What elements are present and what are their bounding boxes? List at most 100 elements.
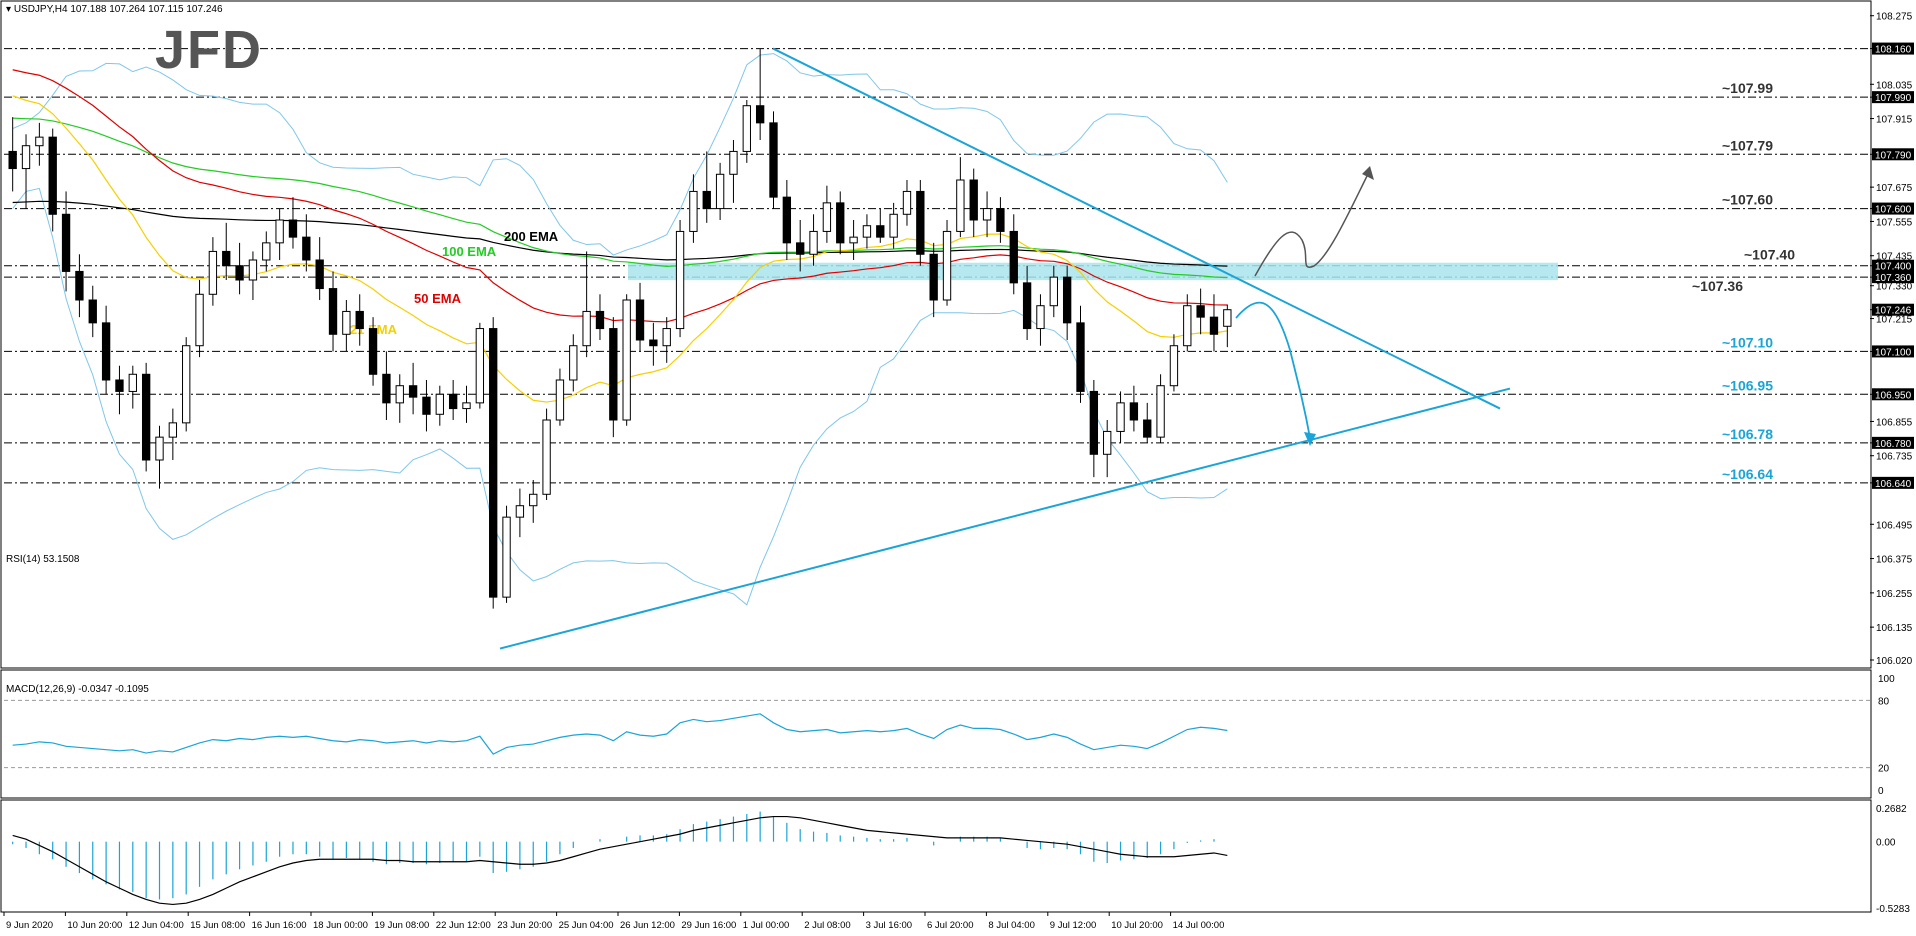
- candle-body: [115, 379, 124, 392]
- time-tick-label: 19 Jun 08:00: [374, 920, 429, 931]
- price-tick-label: 107.215: [1876, 315, 1913, 326]
- price-tag-label: 107.246: [1875, 306, 1912, 317]
- time-tick-label: 10 Jun 20:00: [67, 920, 122, 931]
- price-tag-label: 107.100: [1875, 347, 1912, 358]
- ema-label: 50 EMA: [414, 291, 462, 306]
- rsi-panel-frame: [0, 669, 1872, 799]
- candle-body: [222, 250, 231, 267]
- price-tick-label: 106.020: [1876, 656, 1913, 667]
- candle-body: [262, 242, 271, 261]
- candle-body: [916, 190, 925, 255]
- price-tick-label: 107.555: [1876, 217, 1913, 228]
- candle-body: [208, 250, 218, 295]
- price-tick-label: 107.435: [1876, 252, 1913, 263]
- candle-body: [182, 345, 191, 424]
- rsi-tick-label: 80: [1878, 696, 1890, 707]
- candle-body: [275, 219, 284, 244]
- candle-body: [1196, 305, 1205, 318]
- macd-title: MACD(12,26,9) -0.0347 -0.1095: [6, 684, 149, 695]
- price-tag-box: [1872, 148, 1914, 161]
- candle-body: [956, 179, 965, 232]
- price-tick-label: 106.375: [1876, 555, 1913, 566]
- candle-body: [635, 299, 645, 341]
- time-tick-label: 2 Jul 08:00: [804, 920, 850, 931]
- candle-body: [515, 505, 525, 518]
- candle-body: [1009, 230, 1018, 284]
- time-tick-label: 12 Jun 04:00: [129, 920, 184, 931]
- price-tag-label: 107.790: [1875, 150, 1912, 161]
- candle-body: [448, 393, 458, 410]
- candle-body: [462, 402, 471, 410]
- bearish-scenario-path: [1235, 301, 1311, 439]
- candle-body: [996, 208, 1005, 232]
- time-tick-label: 1 Jul 00:00: [743, 920, 789, 931]
- candle-body: [796, 242, 805, 255]
- candle-body: [689, 190, 698, 232]
- time-tick-label: 9 Jun 2020: [6, 920, 53, 931]
- rsi-indicator: 100 80 20 0: [4, 674, 1895, 797]
- candle-body: [35, 136, 44, 147]
- candle-body: [395, 385, 404, 404]
- price-panel-frame: [0, 0, 1872, 669]
- candle-body: [876, 225, 885, 238]
- candle-body: [889, 213, 898, 238]
- price-tick-label: 107.915: [1876, 115, 1913, 126]
- price-tag-label: 107.360: [1875, 273, 1912, 284]
- candle-body: [1062, 276, 1072, 324]
- candle-body: [769, 122, 778, 198]
- candle-body: [582, 310, 591, 347]
- candle-body: [155, 436, 164, 461]
- level-label: ~106.95: [1722, 377, 1773, 393]
- candle-body: [489, 328, 498, 598]
- candle-body: [101, 322, 111, 381]
- time-tick-label: 3 Jul 16:00: [866, 920, 912, 931]
- time-tick-label: 6 Jul 20:00: [927, 920, 973, 931]
- level-label: ~107.79: [1722, 137, 1773, 153]
- macd-panel-frame: [0, 799, 1872, 913]
- rsi-tick-label: 100: [1878, 674, 1895, 685]
- price-tag-box: [1872, 91, 1914, 104]
- candle-body: [649, 339, 658, 347]
- rsi-line: [12, 713, 1228, 755]
- candle-body: [1076, 322, 1085, 392]
- macd-tick-label: -0.5283: [1876, 904, 1910, 915]
- candle-body: [542, 419, 551, 495]
- price-tag-box: [1872, 42, 1914, 55]
- candle-body: [368, 328, 378, 375]
- candle-body: [702, 190, 711, 210]
- level-label: ~106.64: [1722, 466, 1773, 482]
- time-tick-label: 16 Jun 16:00: [252, 920, 307, 931]
- candle-body: [435, 393, 444, 415]
- price-tick-label: 106.255: [1876, 589, 1913, 600]
- candle-body: [555, 379, 565, 421]
- candle-body: [1129, 402, 1139, 421]
- price-tag-label: 108.160: [1875, 45, 1912, 56]
- price-tag-box: [1872, 388, 1914, 401]
- price-tick-label: 106.735: [1876, 452, 1913, 463]
- candle-body: [408, 385, 418, 398]
- ema-label: 100 EMA: [442, 244, 497, 259]
- price-tick-label: 107.675: [1876, 183, 1913, 194]
- candle-body: [1223, 309, 1232, 327]
- price-tick-label: 108.035: [1876, 80, 1913, 91]
- candle-body: [529, 493, 538, 507]
- scenario-arrows: [1235, 166, 1374, 446]
- candle-body: [328, 288, 338, 335]
- level-label: ~107.40: [1744, 247, 1795, 263]
- ascending-trendline: [499, 387, 1511, 650]
- macd-tick-label: 0.2682: [1876, 804, 1907, 815]
- candle-body: [1209, 316, 1219, 335]
- candle-body: [302, 236, 311, 261]
- candle-body: [1169, 345, 1179, 387]
- price-tag-box: [1872, 476, 1914, 489]
- time-axis: 9 Jun 2020 10 Jun 20:00 12 Jun 04:00 15 Jun…: [3, 912, 1224, 931]
- candle-body: [809, 230, 818, 255]
- chart-header: ▾ USDJPY,H4 107.188 107.264 107.115 107.…: [6, 4, 223, 15]
- candle-body: [21, 145, 31, 170]
- candle-body: [168, 422, 178, 438]
- candle-body: [969, 179, 978, 221]
- candle-body: [1143, 419, 1152, 438]
- time-tick-label: 23 Jun 20:00: [497, 920, 552, 931]
- candle-body: [862, 225, 872, 238]
- candle-body: [849, 236, 858, 244]
